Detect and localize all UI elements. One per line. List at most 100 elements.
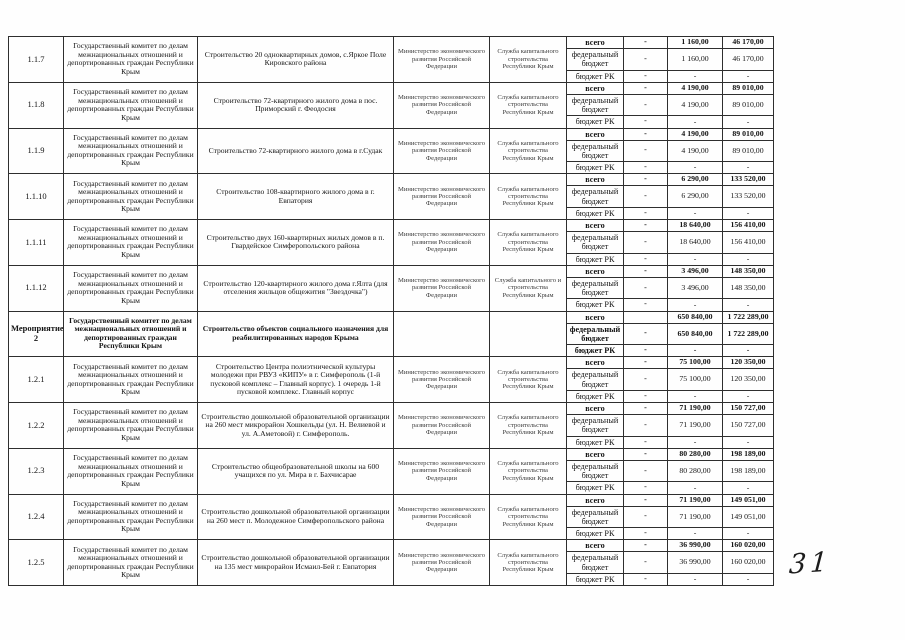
budget-type-label: бюджет РК	[566, 481, 624, 495]
amount-col2: 89 010,00	[722, 127, 774, 141]
budget-type-label: бюджет РК	[566, 298, 624, 312]
budget-type-label: бюджет РК	[566, 252, 624, 266]
budget-type-label: бюджет РК	[566, 115, 624, 129]
amount-col1: -	[667, 161, 723, 175]
amount-col2: 1 722 289,00	[722, 322, 774, 346]
budget-type-label: бюджет РК	[566, 572, 624, 587]
row-number: 1.2.4	[8, 493, 64, 541]
dash-cell: -	[623, 298, 668, 312]
amount-col2: 198 189,00	[722, 447, 774, 461]
dash-cell	[623, 310, 668, 324]
dash-cell: -	[623, 481, 668, 495]
ministry-name: Министерство экономического развития Рос…	[393, 402, 490, 449]
amount-col1: -	[667, 69, 723, 83]
amount-col2: 133 520,00	[722, 185, 774, 208]
dash-cell: -	[623, 252, 668, 266]
budget-type-label: федеральный бюджет	[566, 414, 624, 437]
row-number: 1.1.7	[8, 36, 64, 83]
project-description: Строительство дошкольной образовательной…	[197, 493, 394, 541]
amount-col2: 160 020,00	[722, 539, 774, 553]
executor-committee: Государственный комитет по делам межнаци…	[63, 402, 198, 449]
budget-type-label: всего	[566, 173, 624, 187]
amount-col2: 150 727,00	[722, 401, 774, 416]
amount-col1: 4 190,00	[667, 81, 723, 95]
amount-col1: -	[667, 115, 723, 129]
service-name: Служба капитального строительства Респуб…	[489, 539, 567, 586]
budget-type-label: всего	[566, 493, 624, 507]
executor-committee: Государственный комитет по делам межнаци…	[63, 310, 198, 358]
amount-col1: 6 290,00	[667, 173, 723, 187]
budget-type-label: бюджет РК	[566, 435, 624, 449]
table-row: 1.1.8 Государственный комитет по делам м…	[8, 81, 774, 129]
dash-cell: -	[623, 322, 668, 346]
amount-col2: -	[722, 298, 774, 312]
executor-committee: Государственный комитет по делам межнаци…	[63, 447, 198, 495]
table-row: 1.2.1 Государственный комитет по делам м…	[8, 356, 774, 404]
amount-col2: 148 350,00	[722, 264, 774, 278]
dash-cell: -	[623, 276, 668, 300]
dash-cell: -	[623, 551, 668, 574]
budget-type-label: федеральный бюджет	[566, 276, 624, 300]
amount-col1: -	[667, 572, 723, 587]
amount-col1: 36 990,00	[667, 551, 723, 574]
service-name: Служба капитального и строительства Респ…	[489, 264, 567, 312]
amount-col2: -	[722, 252, 774, 266]
ministry-name: Министерство экономического развития Рос…	[393, 447, 490, 495]
budget-type-label: всего	[566, 81, 624, 95]
table-row: Мероприятие 2 Государственный комитет по…	[8, 310, 774, 358]
budget-type-label: федеральный бюджет	[566, 139, 624, 163]
dash-cell: -	[623, 389, 668, 404]
row-number: 1.1.9	[8, 127, 64, 175]
amount-col1: -	[667, 481, 723, 495]
amount-col1: -	[667, 389, 723, 404]
amount-col2: 89 010,00	[722, 93, 774, 117]
amount-col1: -	[667, 435, 723, 449]
dash-cell: -	[623, 539, 668, 553]
budget-type-label: федеральный бюджет	[566, 322, 624, 346]
service-name: Служба капитального строительства Респуб…	[489, 447, 567, 495]
project-description: Строительство Центра полиэтнической куль…	[197, 356, 394, 403]
amount-col2: 133 520,00	[722, 173, 774, 187]
amount-col1: 650 840,00	[667, 310, 723, 324]
dash-cell: -	[623, 231, 668, 254]
dash-cell: -	[623, 572, 668, 587]
amount-col2: -	[722, 435, 774, 449]
budget-type-label: федеральный бюджет	[566, 185, 624, 208]
budget-type-label: всего	[566, 218, 624, 233]
project-description: Строительство дошкольной образовательной…	[197, 402, 394, 449]
project-description: Строительство общеобразовательной школы …	[197, 447, 394, 495]
budget-type-label: всего	[566, 447, 624, 461]
row-number: 1.2.2	[8, 402, 64, 449]
amount-col2: 149 051,00	[722, 505, 774, 529]
row-number: 1.1.10	[8, 173, 64, 220]
amount-col1: 75 100,00	[667, 356, 723, 370]
table-row: 1.1.7 Государственный комитет по делам м…	[8, 35, 774, 83]
amount-col2: 148 350,00	[722, 276, 774, 300]
dash-cell: -	[623, 447, 668, 461]
project-description: Строительство объектов социального назна…	[197, 310, 394, 358]
service-name: Служба капитального строительства Респуб…	[489, 173, 567, 220]
executor-committee: Государственный комитет по делам межнаци…	[63, 539, 198, 586]
amount-col2: -	[722, 344, 774, 358]
amount-col2: -	[722, 481, 774, 495]
amount-col1: 71 190,00	[667, 505, 723, 529]
budget-type-label: бюджет РК	[566, 161, 624, 175]
executor-committee: Государственный комитет по делам межнаци…	[63, 36, 198, 83]
amount-col1: 71 190,00	[667, 414, 723, 437]
project-description: Строительство дошкольной образовательной…	[197, 539, 394, 586]
amount-col1: 18 640,00	[667, 231, 723, 254]
row-number: Мероприятие 2	[8, 310, 64, 358]
table-row: 1.2.3 Государственный комитет по делам м…	[8, 447, 774, 495]
amount-col1: -	[667, 344, 723, 358]
amount-col2: 156 410,00	[722, 218, 774, 233]
project-description: Строительство 20 одноквартирных домов, с…	[197, 36, 394, 83]
budget-type-label: бюджет РК	[566, 344, 624, 358]
amount-col1: 3 496,00	[667, 276, 723, 300]
amount-col2: 46 170,00	[722, 35, 774, 50]
amount-col1: -	[667, 527, 723, 541]
row-number: 1.1.12	[8, 264, 64, 312]
amount-col1: 18 640,00	[667, 218, 723, 233]
project-description: Строительство 72-квартирного жилого дома…	[197, 81, 394, 129]
ministry-name: Министерство экономического развития Рос…	[393, 36, 490, 83]
